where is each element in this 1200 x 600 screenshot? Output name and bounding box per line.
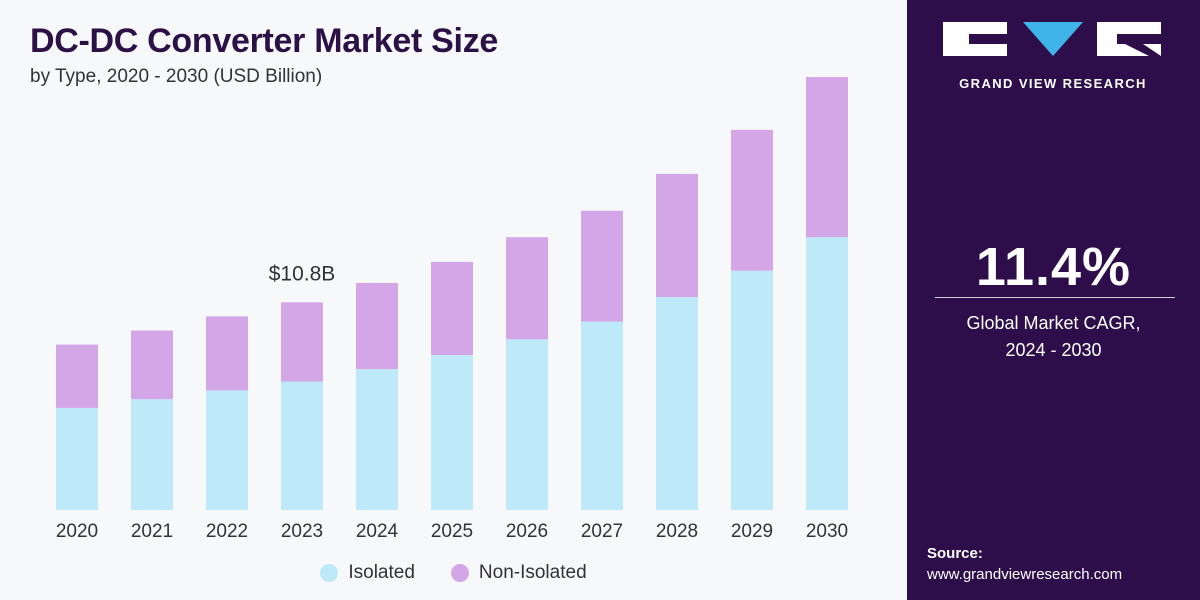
chart-panel: DC-DC Converter Market Size by Type, 202… — [0, 22, 907, 584]
brand-name: GRAND VIEW RESEARCH — [959, 76, 1147, 91]
x-tick-label-2030: 2030 — [806, 521, 848, 542]
bar-isolated-2022 — [206, 390, 248, 510]
bar-non-isolated-2022 — [206, 316, 248, 391]
chart-subtitle: by Type, 2020 - 2030 (USD Billion) — [30, 66, 323, 87]
x-tick-label-2024: 2024 — [356, 521, 399, 542]
source-url: www.grandviewresearch.com — [927, 566, 1123, 583]
stacked-bar-chart: 2020 2021 2022 2023 2024 2025 2026 2027 2028 2029… — [56, 77, 848, 542]
x-tick-label-2022: 2022 — [206, 521, 248, 542]
chart-title: DC-DC Converter Market Size — [30, 22, 499, 60]
x-tick-label-2021: 2021 — [131, 521, 173, 542]
brand-logo: GRAND VIEW RESEARCH — [943, 22, 1163, 91]
legend-swatch-non-isolated — [450, 564, 469, 582]
legend: Isolated Non-Isolated — [0, 562, 907, 584]
bar-isolated-2026 — [506, 339, 548, 510]
legend-item-non-isolated: Non-Isolated — [450, 562, 587, 584]
legend-item-isolated: Isolated — [320, 562, 415, 584]
bar-isolated-2021 — [131, 399, 173, 510]
cagr-value: 11.4% — [975, 237, 1132, 297]
cagr-label-line2: 2024 - 2030 — [1005, 340, 1102, 360]
bar-non-isolated-2027 — [581, 210, 623, 322]
bar-isolated-2024 — [356, 369, 398, 510]
x-tick-label-2025: 2025 — [431, 521, 473, 542]
bar-isolated-2027 — [581, 321, 623, 510]
bar-isolated-2030 — [806, 237, 848, 510]
bar-non-isolated-2024 — [356, 282, 398, 370]
cagr-label: Global Market CAGR, 2024 - 2030 — [907, 310, 1200, 364]
cagr-divider — [935, 297, 1175, 298]
bar-non-isolated-2023 — [281, 302, 323, 382]
bar-non-isolated-2030 — [806, 77, 848, 238]
gvr-logo-icon — [943, 22, 1161, 56]
source-title: Source: — [927, 545, 983, 562]
bar-isolated-2029 — [731, 270, 773, 510]
legend-label-non-isolated: Non-Isolated — [478, 562, 587, 583]
data-label-2023: $10.8B — [269, 262, 336, 285]
source: Source: www.grandviewresearch.com — [927, 543, 1122, 585]
x-tick-label-2020: 2020 — [56, 521, 98, 542]
bar-non-isolated-2020 — [56, 344, 98, 408]
x-tick-label-2028: 2028 — [656, 521, 698, 542]
bar-non-isolated-2029 — [731, 129, 773, 271]
x-tick-label-2026: 2026 — [506, 521, 548, 542]
x-tick-label-2027: 2027 — [581, 521, 623, 542]
bar-isolated-2025 — [431, 355, 473, 510]
bar-isolated-2023 — [281, 381, 323, 510]
bar-non-isolated-2021 — [131, 330, 173, 400]
brand-panel: GRAND VIEW RESEARCH 11.4% Global Market … — [907, 0, 1200, 600]
legend-swatch-isolated — [320, 564, 339, 582]
cagr-label-line1: Global Market CAGR, — [966, 313, 1141, 333]
x-tick-label-2023: 2023 — [281, 521, 323, 542]
x-tick-label-2029: 2029 — [731, 521, 773, 542]
bar-isolated-2020 — [56, 407, 98, 510]
bar-non-isolated-2028 — [656, 173, 698, 298]
legend-label-isolated: Isolated — [348, 562, 415, 583]
bar-isolated-2028 — [656, 297, 698, 510]
bar-non-isolated-2026 — [506, 237, 548, 340]
bar-non-isolated-2025 — [431, 261, 473, 356]
